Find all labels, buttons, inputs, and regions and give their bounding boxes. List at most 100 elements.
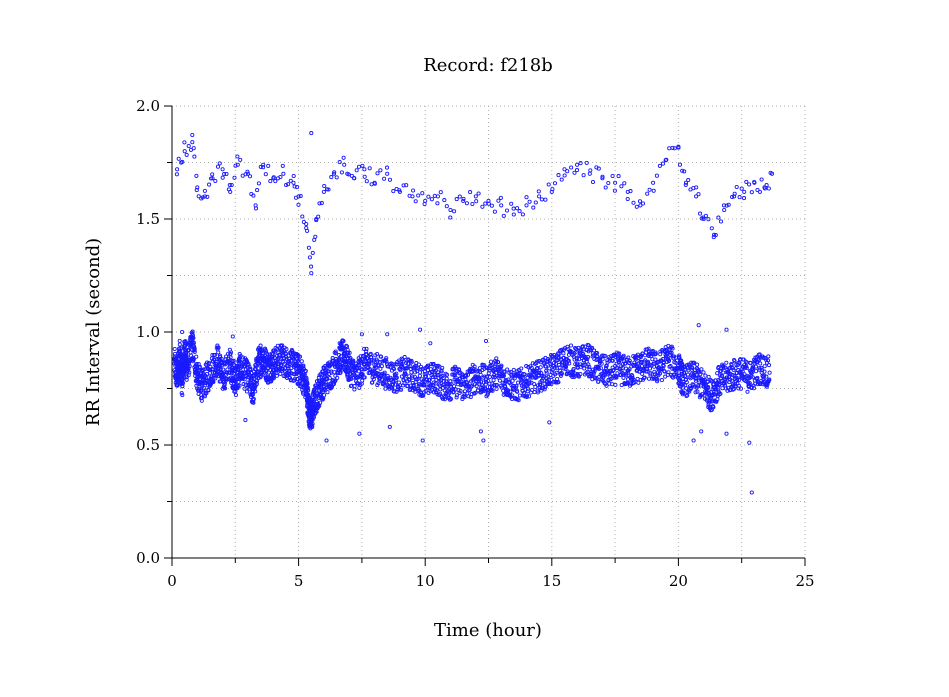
data-point bbox=[570, 374, 575, 380]
data-point bbox=[406, 364, 411, 369]
data-point bbox=[526, 365, 531, 370]
data-point bbox=[552, 181, 558, 186]
data-point bbox=[229, 380, 234, 385]
data-point bbox=[510, 393, 515, 398]
data-point bbox=[261, 165, 266, 170]
data-point bbox=[333, 351, 338, 356]
data-point bbox=[470, 201, 475, 207]
y-tick-label: 1.5 bbox=[136, 210, 160, 228]
data-point bbox=[424, 371, 429, 376]
data-point bbox=[411, 188, 416, 193]
data-point bbox=[616, 360, 621, 365]
data-point bbox=[637, 199, 643, 204]
data-point bbox=[197, 364, 202, 369]
data-point bbox=[299, 370, 304, 375]
data-point bbox=[237, 383, 242, 388]
data-point bbox=[610, 358, 615, 363]
data-point bbox=[210, 353, 215, 358]
data-point bbox=[177, 342, 182, 347]
data-point bbox=[457, 194, 462, 199]
data-point bbox=[379, 354, 384, 359]
data-point bbox=[489, 363, 494, 368]
data-point bbox=[736, 383, 741, 388]
data-point bbox=[409, 360, 414, 365]
data-point bbox=[504, 208, 510, 213]
data-point bbox=[354, 375, 359, 380]
data-point bbox=[630, 374, 635, 379]
data-point bbox=[222, 172, 227, 177]
data-point bbox=[348, 356, 353, 361]
data-point bbox=[227, 182, 232, 188]
data-point bbox=[384, 359, 389, 364]
data-point bbox=[546, 377, 551, 382]
data-point bbox=[346, 172, 351, 177]
data-point bbox=[303, 369, 308, 374]
data-point bbox=[438, 190, 443, 195]
data-point bbox=[574, 346, 579, 352]
data-point bbox=[722, 207, 727, 213]
data-point bbox=[578, 161, 583, 166]
data-point bbox=[748, 361, 753, 366]
data-point bbox=[752, 180, 757, 185]
data-point bbox=[729, 378, 734, 383]
data-point bbox=[279, 368, 284, 373]
data-point bbox=[473, 375, 478, 380]
data-point bbox=[235, 154, 240, 159]
data-point bbox=[238, 366, 243, 371]
data-point bbox=[433, 375, 438, 380]
data-point bbox=[638, 355, 643, 360]
data-point bbox=[247, 174, 253, 179]
data-point bbox=[462, 389, 468, 394]
data-point bbox=[614, 375, 619, 380]
data-point bbox=[444, 204, 449, 209]
data-point bbox=[461, 196, 466, 201]
data-point bbox=[537, 370, 542, 376]
data-point bbox=[716, 215, 721, 220]
data-point bbox=[602, 373, 607, 378]
data-point bbox=[251, 397, 256, 402]
data-point bbox=[510, 378, 515, 383]
data-point bbox=[559, 371, 564, 376]
data-point bbox=[631, 200, 636, 205]
data-point bbox=[273, 179, 278, 184]
data-point bbox=[677, 355, 682, 360]
data-point bbox=[557, 351, 562, 356]
data-point bbox=[323, 387, 328, 393]
data-point bbox=[543, 364, 549, 369]
data-point bbox=[352, 176, 357, 181]
data-point bbox=[463, 384, 468, 389]
data-point bbox=[755, 375, 760, 380]
data-point bbox=[383, 386, 388, 391]
data-point bbox=[744, 179, 749, 184]
data-point bbox=[321, 189, 326, 194]
data-point bbox=[385, 332, 390, 337]
data-point bbox=[432, 373, 437, 378]
data-point bbox=[546, 182, 551, 187]
data-point bbox=[587, 365, 592, 370]
data-point bbox=[580, 363, 585, 368]
data-point bbox=[732, 191, 737, 196]
data-point bbox=[736, 386, 741, 391]
data-point bbox=[654, 173, 659, 178]
data-point bbox=[329, 370, 334, 375]
data-point bbox=[341, 155, 346, 160]
data-point bbox=[440, 365, 445, 370]
data-point bbox=[394, 375, 399, 380]
data-point bbox=[590, 345, 595, 350]
data-point bbox=[331, 381, 337, 386]
x-tick-label: 5 bbox=[294, 572, 304, 590]
data-point bbox=[709, 379, 714, 384]
data-point bbox=[251, 193, 256, 198]
data-point bbox=[342, 352, 347, 357]
data-point bbox=[575, 361, 580, 366]
data-point bbox=[233, 379, 238, 384]
data-point bbox=[452, 384, 457, 389]
data-point bbox=[333, 349, 338, 354]
data-point bbox=[498, 195, 503, 200]
data-point bbox=[691, 375, 696, 380]
data-point bbox=[191, 146, 196, 151]
data-point bbox=[492, 209, 497, 214]
data-point bbox=[507, 380, 512, 385]
data-point bbox=[726, 202, 731, 207]
data-point bbox=[480, 204, 485, 209]
